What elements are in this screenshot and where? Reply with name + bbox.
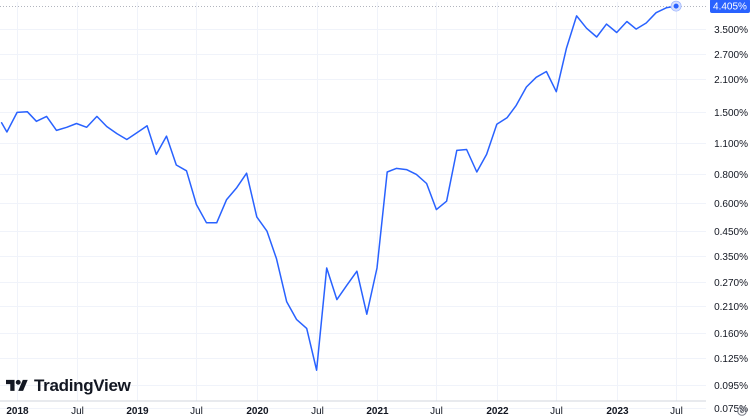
series-layer [0, 0, 682, 371]
x-tick-label: 2022 [486, 406, 509, 417]
last-point-marker [673, 3, 679, 9]
y-tick-label: 2.700% [714, 50, 748, 61]
y-axis: 3.500% 2.700% 2.100% 1.500% 1.100% 0.800% 0.60… [714, 25, 748, 415]
y-tick-label: 0.270% [714, 278, 748, 289]
x-tick-label: Jul [311, 406, 324, 417]
y-tick-label: 0.600% [714, 199, 748, 210]
x-tick-label: Jul [71, 406, 84, 417]
last-value-badge-layer: 4.405% [710, 0, 750, 13]
x-tick-label: Jul [190, 406, 203, 417]
x-axis: 2018 Jul 2019 Jul 2020 Jul 2021 Jul 2022 Jul 2023 J… [0, 400, 706, 417]
x-tick-label: Jul [550, 406, 563, 417]
x-tick-label: 2023 [606, 406, 629, 417]
y-tick-label: 1.500% [714, 108, 748, 119]
y-tick-label: 0.125% [714, 354, 748, 365]
tradingview-logo-icon [6, 379, 28, 391]
x-tick-label: 2019 [126, 406, 149, 417]
y-tick-label: 3.500% [714, 25, 748, 36]
x-tick-label: 2020 [246, 406, 269, 417]
series-line [0, 5, 677, 371]
settings-icon[interactable] [736, 405, 748, 417]
x-tick-label: Jul [430, 406, 443, 417]
tradingview-logo[interactable]: TradingView [6, 375, 131, 397]
y-tick-label: 1.100% [714, 139, 748, 150]
y-tick-label: 0.800% [714, 170, 748, 181]
grid [0, 2, 706, 409]
last-value-label: 4.405% [713, 2, 747, 13]
x-tick-label: Jul [670, 406, 683, 417]
x-tick-label: 2018 [6, 406, 29, 417]
y-tick-label: 0.210% [714, 302, 748, 313]
x-tick-label: 2021 [366, 406, 389, 417]
last-value-badge [710, 0, 750, 13]
y-tick-label: 0.450% [714, 227, 748, 238]
y-tick-label: 0.350% [714, 252, 748, 263]
y-tick-label: 0.160% [714, 329, 748, 340]
y-tick-label: 0.075% [714, 404, 748, 415]
tradingview-wordmark: TradingView [34, 376, 131, 395]
y-tick-label: 2.100% [714, 75, 748, 86]
y-tick-label: 0.095% [714, 381, 748, 392]
